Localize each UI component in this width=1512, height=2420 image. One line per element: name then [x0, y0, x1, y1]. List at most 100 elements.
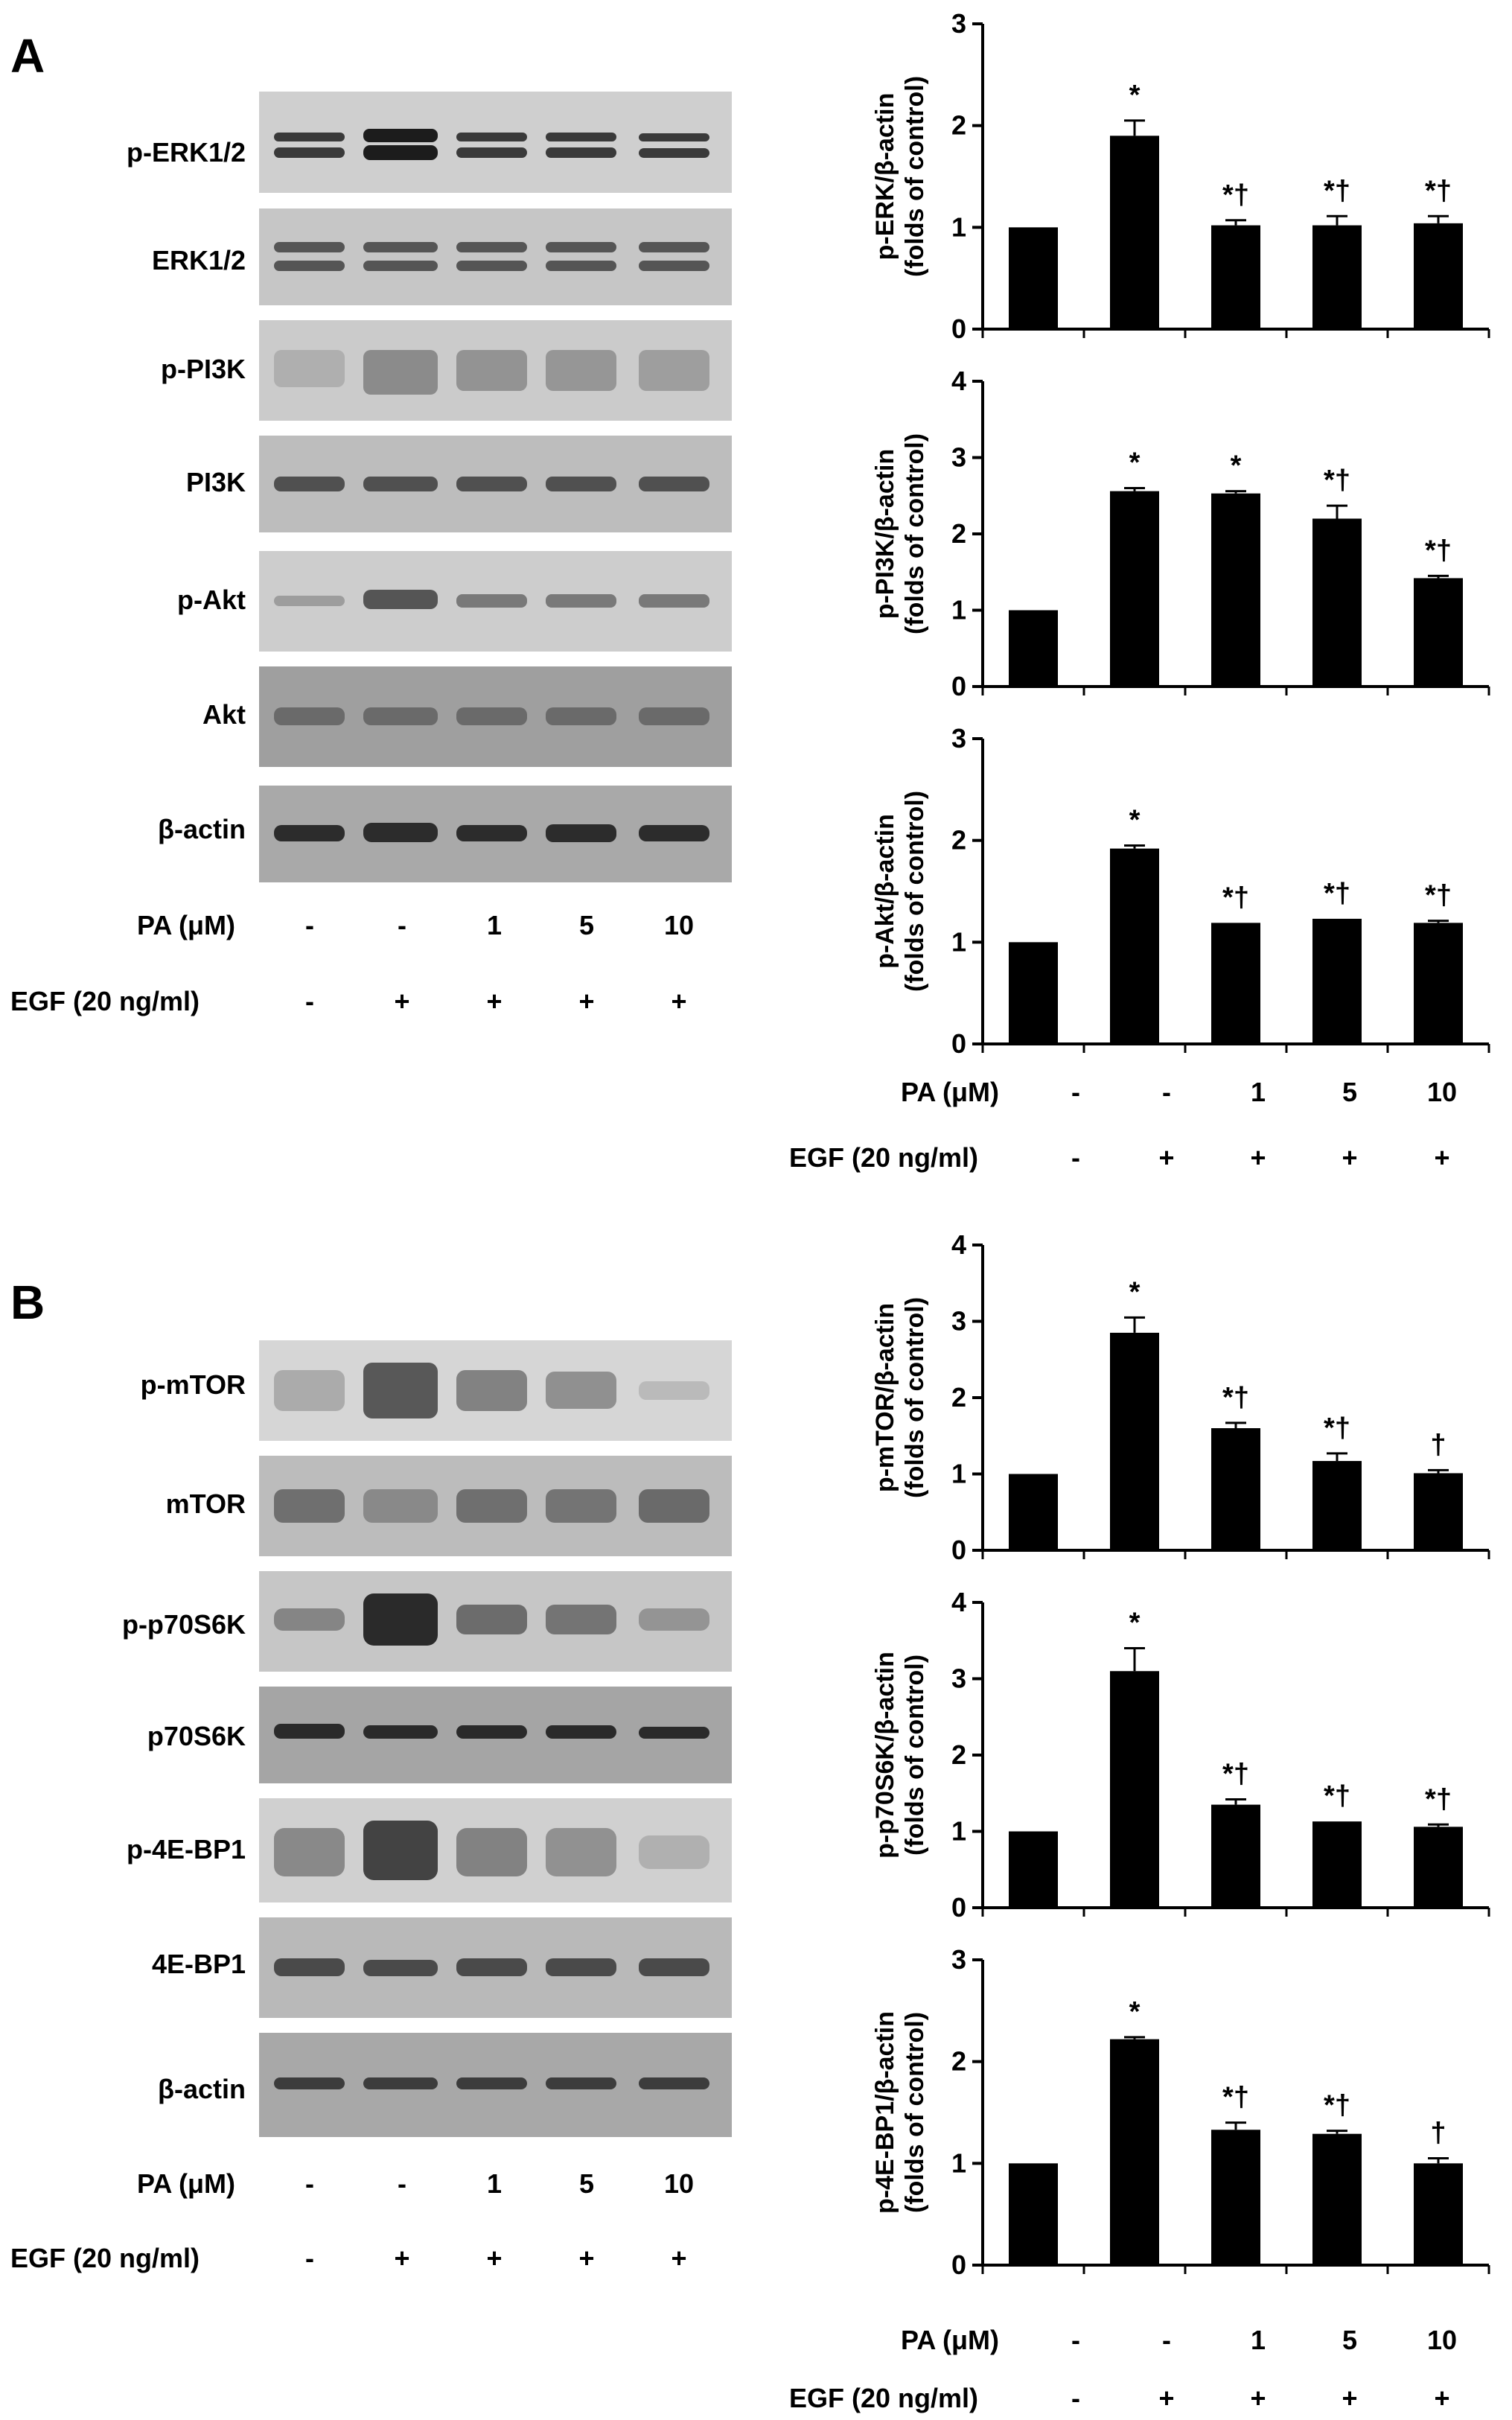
bar [1009, 2163, 1058, 2265]
bar-chart-p-p70s6k: p-p70S6K/β-actin(folds of control) 0 1 2 3 4 *… [871, 1587, 1490, 1923]
pa-value: 1 [1250, 2325, 1266, 2355]
y-tick-label: 3 [951, 442, 966, 473]
significance-label: *† [1324, 1780, 1350, 1812]
bar [1110, 491, 1159, 687]
bar [1414, 578, 1463, 687]
pa-label: PA (μM) [901, 2325, 999, 2355]
pa-value: - [398, 910, 406, 940]
y-tick-label: 2 [951, 1382, 966, 1413]
egf-label: EGF (20 ng/ml) [10, 986, 200, 1016]
bar [1009, 1831, 1058, 1908]
pa-value: - [305, 910, 314, 940]
y-tick-label: 1 [951, 926, 966, 957]
bar-chart-p-mtor: p-mTOR/β-actin(folds of control) 0 1 2 3 4 * *†… [871, 1229, 1490, 1565]
significance-label: * [1129, 448, 1141, 479]
bar [1211, 225, 1260, 329]
egf-value: + [578, 986, 595, 1016]
y-axis-label: p-4E-BP1/β-actin(folds of control) [871, 2011, 929, 2214]
blot-label: p-4E-BP1 [126, 1834, 246, 1865]
blot-image-pi3k [259, 436, 732, 532]
pa-value: 5 [1342, 1077, 1358, 1107]
y-axis-label: p-p70S6K/β-actin(folds of control) [871, 1652, 929, 1859]
egf-label: EGF (20 ng/ml) [10, 2243, 200, 2273]
y-axis-label: p-ERK/β-actin(folds of control) [871, 76, 929, 277]
egf-value: + [1250, 2383, 1266, 2413]
significance-label: * [1231, 450, 1242, 482]
y-tick-label: 0 [951, 313, 966, 344]
egf-value: + [486, 2243, 503, 2273]
bar [1110, 1332, 1159, 1550]
significance-label: *† [1425, 175, 1452, 206]
pa-value: 10 [1426, 1077, 1458, 1107]
pa-value: - [305, 2168, 314, 2199]
y-tick-label: 4 [951, 366, 966, 396]
significance-label: *† [1324, 878, 1350, 909]
y-tick-label: 0 [951, 1028, 966, 1059]
bar [1110, 1671, 1159, 1908]
egf-value: + [394, 2243, 410, 2273]
panel-letter-a: A [10, 29, 45, 83]
bar [1414, 1827, 1463, 1908]
y-tick-label: 3 [951, 8, 966, 39]
significance-label: *† [1425, 880, 1452, 911]
egf-label: EGF (20 ng/ml) [789, 2383, 979, 2413]
bar [1312, 918, 1362, 1044]
y-axis-label: p-Akt/β-actin(folds of control) [871, 791, 929, 992]
significance-label: *† [1425, 1783, 1452, 1815]
blot-image-p70s6k [259, 1687, 732, 1783]
significance-label: *† [1324, 1413, 1350, 1444]
significance-label: * [1129, 80, 1141, 111]
egf-value: + [1342, 2383, 1358, 2413]
bar [1414, 1473, 1463, 1550]
egf-value: + [394, 986, 410, 1016]
bar [1211, 2130, 1260, 2265]
bar [1211, 1804, 1260, 1908]
y-tick-label: 2 [951, 1739, 966, 1770]
blot-label: β-actin [158, 2074, 246, 2104]
bar-chart-p-akt: p-Akt/β-actin(folds of control) 0 1 2 3 * *† *†… [871, 723, 1490, 1059]
significance-label: *† [1222, 1758, 1249, 1789]
y-tick-label: 0 [951, 2249, 966, 2280]
pa-label: PA (μM) [137, 2168, 235, 2199]
bar [1211, 923, 1260, 1044]
blot-label: β-actin [158, 814, 246, 844]
significance-label: *† [1324, 465, 1350, 496]
blot-image-p-4e-bp1 [259, 1798, 732, 1902]
blot-label: p-PI3K [160, 354, 246, 384]
pa-label: PA (μM) [901, 1077, 999, 1107]
blot-image-p-p70s6k [259, 1571, 732, 1672]
significance-label: *† [1222, 882, 1249, 913]
blot-image-akt [259, 666, 732, 767]
bar-chart-p-pi3k: p-PI3K/β-actin(folds of control) 0 1 2 3 4 * * *… [871, 366, 1490, 701]
bar [1009, 942, 1058, 1044]
egf-value: + [486, 986, 503, 1016]
egf-value: + [1158, 1142, 1175, 1173]
egf-value: + [578, 2243, 595, 2273]
egf-value: - [305, 2243, 314, 2273]
blot-label: p-mTOR [140, 1369, 246, 1400]
egf-value: + [1158, 2383, 1175, 2413]
blot-label: p-Akt [177, 585, 246, 615]
bar [1009, 227, 1058, 329]
pa-value: 1 [1250, 1077, 1266, 1107]
bar [1009, 1474, 1058, 1550]
y-tick-label: 3 [951, 1306, 966, 1337]
bar [1211, 1428, 1260, 1550]
pa-value: - [1162, 1077, 1171, 1107]
egf-value: + [1434, 2383, 1450, 2413]
bar-chart-p-erk: p-ERK/β-actin(folds of control) 0 1 2 3 * *† *†… [871, 8, 1490, 344]
blot-image-mtor [259, 1456, 732, 1556]
significance-label: *† [1222, 2082, 1249, 2113]
egf-value: - [1071, 2383, 1080, 2413]
bar [1312, 2133, 1362, 2265]
y-tick-label: 0 [951, 1892, 966, 1923]
significance-label: * [1129, 1996, 1141, 2028]
bar [1009, 610, 1058, 687]
y-tick-label: 1 [951, 211, 966, 242]
pa-value: 10 [1426, 2325, 1458, 2355]
blot-image-4e-bp1 [259, 1917, 732, 2018]
significance-label: *† [1425, 535, 1452, 566]
egf-value: + [1250, 1142, 1266, 1173]
blot-image-p-akt [259, 551, 732, 652]
bar [1312, 1821, 1362, 1908]
